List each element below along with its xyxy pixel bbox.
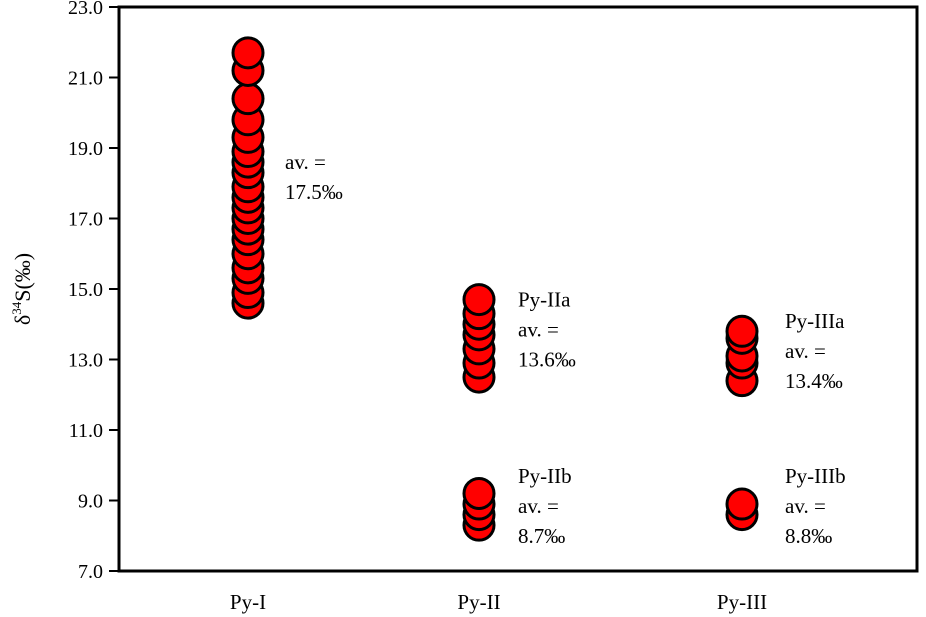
- annotation-text: 8.7‰: [518, 524, 565, 548]
- data-point: [231, 36, 265, 70]
- annotation-text: Py-IIa: [518, 288, 571, 312]
- annotation-text: 8.8‰: [785, 524, 832, 548]
- annotation-text: av. =: [285, 150, 326, 174]
- annotations: av. = 17.5‰ Py-IIa av. = 13.6‰ Py-IIb av. = 8.7…: [285, 150, 846, 548]
- annotation-text: av. =: [518, 318, 559, 342]
- annotation-text: Py-IIIa: [785, 309, 845, 333]
- y-tick-label: 13.0: [68, 350, 103, 372]
- data-point: [725, 314, 759, 348]
- x-category-label: Py-III: [717, 590, 767, 614]
- data-points: [231, 36, 759, 542]
- x-axis: Py-I Py-II Py-III: [230, 590, 767, 614]
- annotation-text: av. =: [518, 494, 559, 518]
- y-tick-label: 7.0: [78, 561, 103, 583]
- data-point: [462, 476, 496, 510]
- y-axis: 7.0 9.0 11.0 13.0 15.0 17.0 19.0 21.0 23.0: [68, 0, 119, 583]
- y-tick-label: 17.0: [68, 209, 103, 231]
- annotation-text: av. =: [785, 339, 826, 363]
- annotation-text: 13.4‰: [785, 369, 843, 393]
- y-tick-label: 9.0: [78, 491, 103, 513]
- data-point: [231, 82, 265, 116]
- y-tick-label: 11.0: [69, 420, 103, 442]
- data-point: [462, 283, 496, 317]
- y-tick-label: 21.0: [68, 68, 103, 90]
- annotation-text: av. =: [785, 494, 826, 518]
- y-tick-label: 23.0: [68, 0, 103, 19]
- annotation-text: 17.5‰: [285, 180, 343, 204]
- annotation-text: Py-IIb: [518, 464, 572, 488]
- y-axis-label: δ34S(‰): [9, 253, 35, 325]
- y-tick-label: 15.0: [68, 279, 103, 301]
- annotation-text: 13.6‰: [518, 348, 576, 372]
- data-point: [725, 487, 759, 521]
- annotation-text: Py-IIIb: [785, 464, 846, 488]
- x-category-label: Py-II: [457, 590, 500, 614]
- y-tick-label: 19.0: [68, 138, 103, 160]
- x-category-label: Py-I: [230, 590, 266, 614]
